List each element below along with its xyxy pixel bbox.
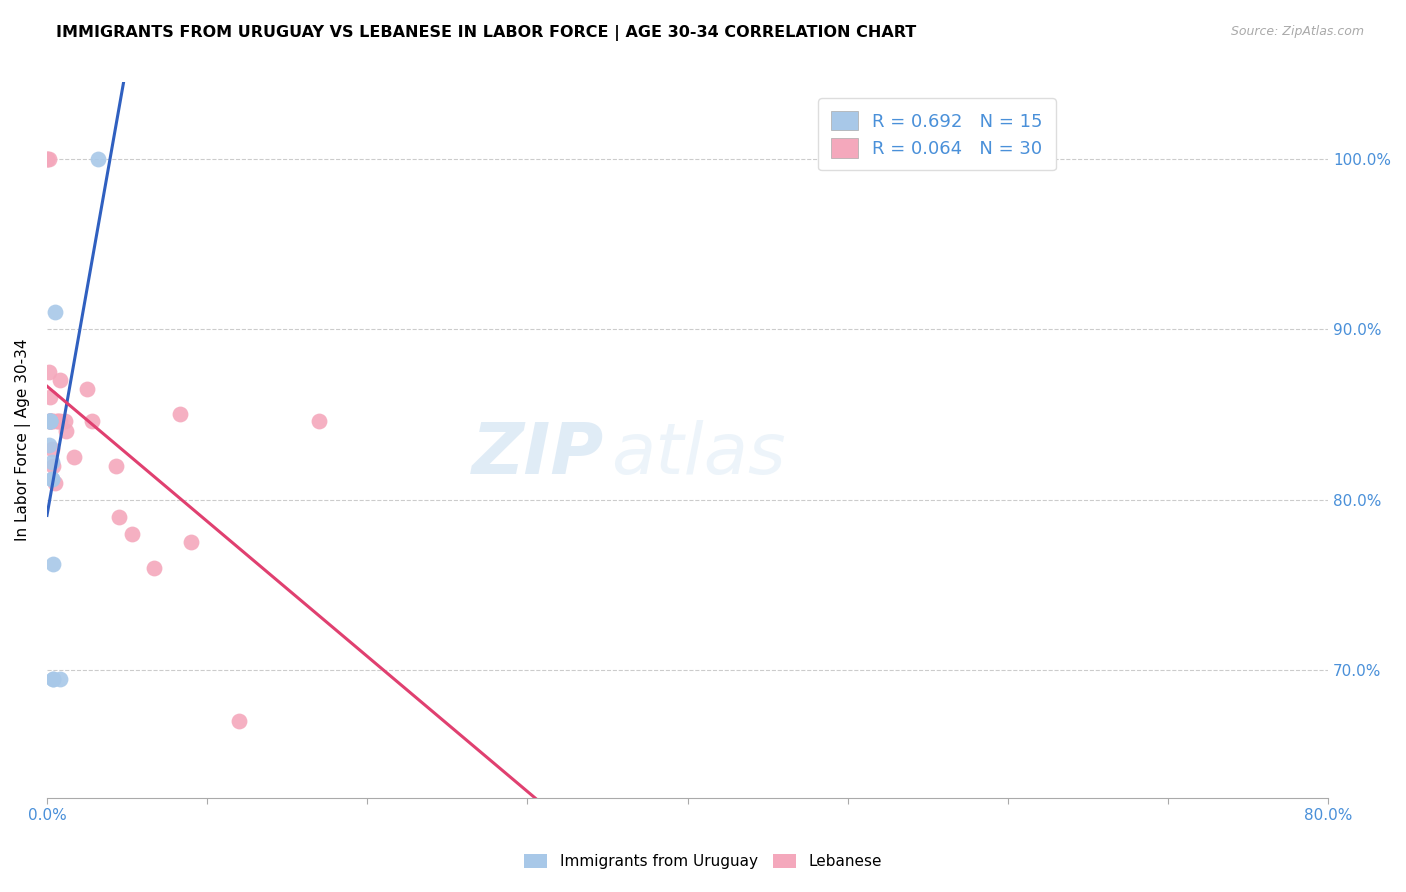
- Point: [39, 390, 62, 404]
- Point: [39, 414, 62, 428]
- Point: [35, 152, 58, 166]
- Point: [41, 455, 63, 469]
- Text: atlas: atlas: [610, 420, 786, 489]
- Point: [38, 152, 60, 166]
- Legend: R = 0.692   N = 15, R = 0.064   N = 30: R = 0.692 N = 15, R = 0.064 N = 30: [818, 98, 1056, 170]
- Point: [49, 414, 72, 428]
- Point: [44, 305, 66, 319]
- Point: [180, 535, 202, 549]
- Point: [41, 442, 63, 456]
- Point: [80, 414, 103, 428]
- Point: [53, 414, 76, 428]
- Text: Source: ZipAtlas.com: Source: ZipAtlas.com: [1230, 25, 1364, 38]
- Point: [308, 414, 330, 428]
- Point: [38, 414, 60, 428]
- Point: [44, 475, 66, 490]
- Point: [169, 408, 191, 422]
- Point: [42, 558, 65, 572]
- Point: [38, 414, 60, 428]
- Point: [39, 414, 62, 428]
- Point: [39, 414, 62, 428]
- Point: [39, 414, 62, 428]
- Point: [45, 414, 67, 428]
- Point: [63, 450, 86, 464]
- Text: ZIP: ZIP: [472, 420, 605, 489]
- Point: [39, 414, 62, 428]
- Point: [76, 382, 98, 396]
- Point: [41, 472, 63, 486]
- Point: [38, 365, 60, 379]
- Point: [104, 458, 127, 473]
- Point: [121, 526, 143, 541]
- Point: [42, 414, 65, 428]
- Point: [108, 509, 131, 524]
- Point: [35, 152, 58, 166]
- Text: IMMIGRANTS FROM URUGUAY VS LEBANESE IN LABOR FORCE | AGE 30-34 CORRELATION CHART: IMMIGRANTS FROM URUGUAY VS LEBANESE IN L…: [56, 25, 917, 41]
- Point: [87, 152, 110, 166]
- Point: [41, 414, 63, 428]
- Point: [49, 672, 72, 686]
- Point: [42, 672, 65, 686]
- Y-axis label: In Labor Force | Age 30-34: In Labor Force | Age 30-34: [15, 339, 31, 541]
- Point: [46, 414, 69, 428]
- Point: [38, 438, 60, 452]
- Point: [49, 373, 72, 387]
- Point: [42, 672, 65, 686]
- Point: [42, 458, 65, 473]
- Point: [228, 714, 250, 729]
- Point: [39, 414, 62, 428]
- Legend: Immigrants from Uruguay, Lebanese: Immigrants from Uruguay, Lebanese: [519, 848, 887, 875]
- Point: [143, 561, 166, 575]
- Point: [41, 472, 63, 486]
- Point: [55, 425, 77, 439]
